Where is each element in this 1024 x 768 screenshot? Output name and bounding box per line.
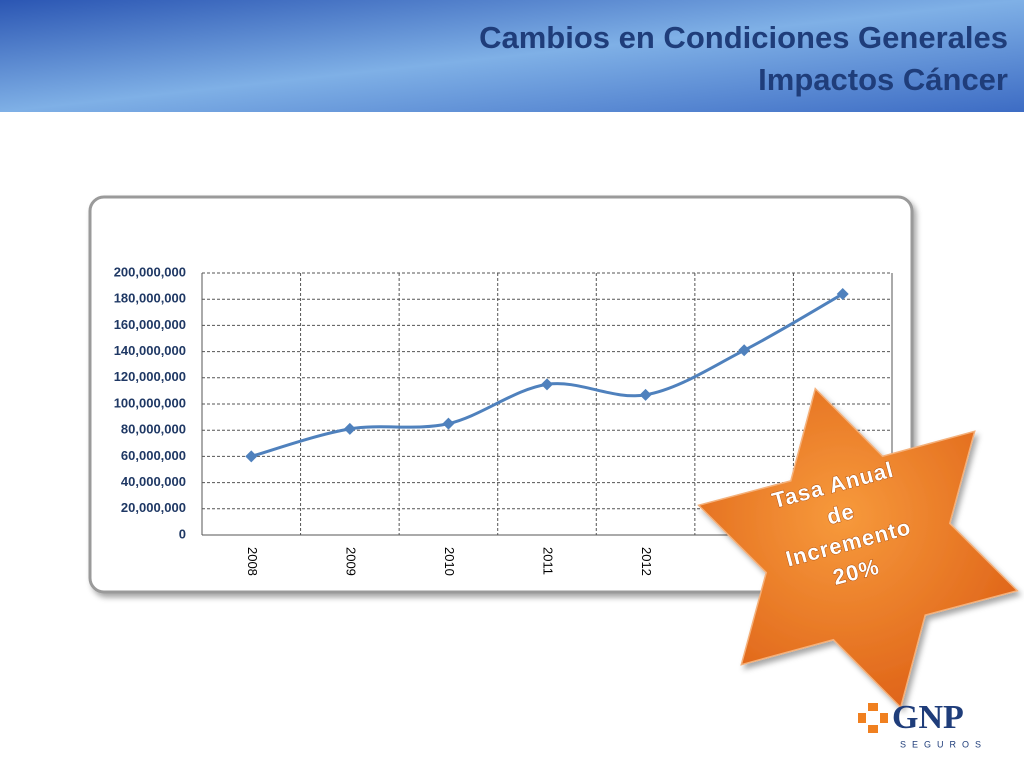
data-point [343, 422, 356, 435]
slide-title: Impactos Cáncer [758, 62, 1008, 97]
y-tick-label: 200,000,000 [114, 264, 186, 279]
y-tick-label: 100,000,000 [114, 395, 186, 410]
y-tick-label: 60,000,000 [121, 448, 186, 463]
header-band [0, 0, 1024, 112]
slide-title: Cambios en Condiciones Generales [479, 20, 1008, 55]
x-tick-label: 2009 [343, 547, 358, 576]
y-tick-label: 20,000,000 [121, 500, 186, 515]
y-tick-label: 80,000,000 [121, 422, 186, 437]
data-point [245, 450, 258, 463]
logo-brand: GNP [892, 699, 964, 736]
logo-tagline: SEGUROS [900, 739, 987, 749]
y-tick-label: 160,000,000 [114, 317, 186, 332]
x-tick-label: 2010 [442, 547, 457, 576]
x-tick-label: 2012 [639, 547, 654, 576]
chart-frame [88, 195, 914, 594]
starburst [697, 387, 1019, 709]
data-point [541, 378, 553, 391]
data-point [442, 417, 455, 430]
y-tick-label: 40,000,000 [121, 474, 186, 489]
y-tick-label: 140,000,000 [114, 343, 186, 358]
x-tick-label: 2008 [245, 547, 260, 576]
data-point [836, 287, 849, 300]
logo: GNP SEGUROS [858, 699, 987, 749]
y-tick-label: 120,000,000 [114, 369, 186, 384]
y-tick-label: 0 [179, 526, 186, 541]
y-tick-label: 180,000,000 [114, 291, 186, 306]
data-point [639, 388, 652, 401]
data-point [738, 344, 751, 357]
x-tick-label: 2011 [541, 547, 556, 575]
annotation-line: de [824, 498, 857, 529]
